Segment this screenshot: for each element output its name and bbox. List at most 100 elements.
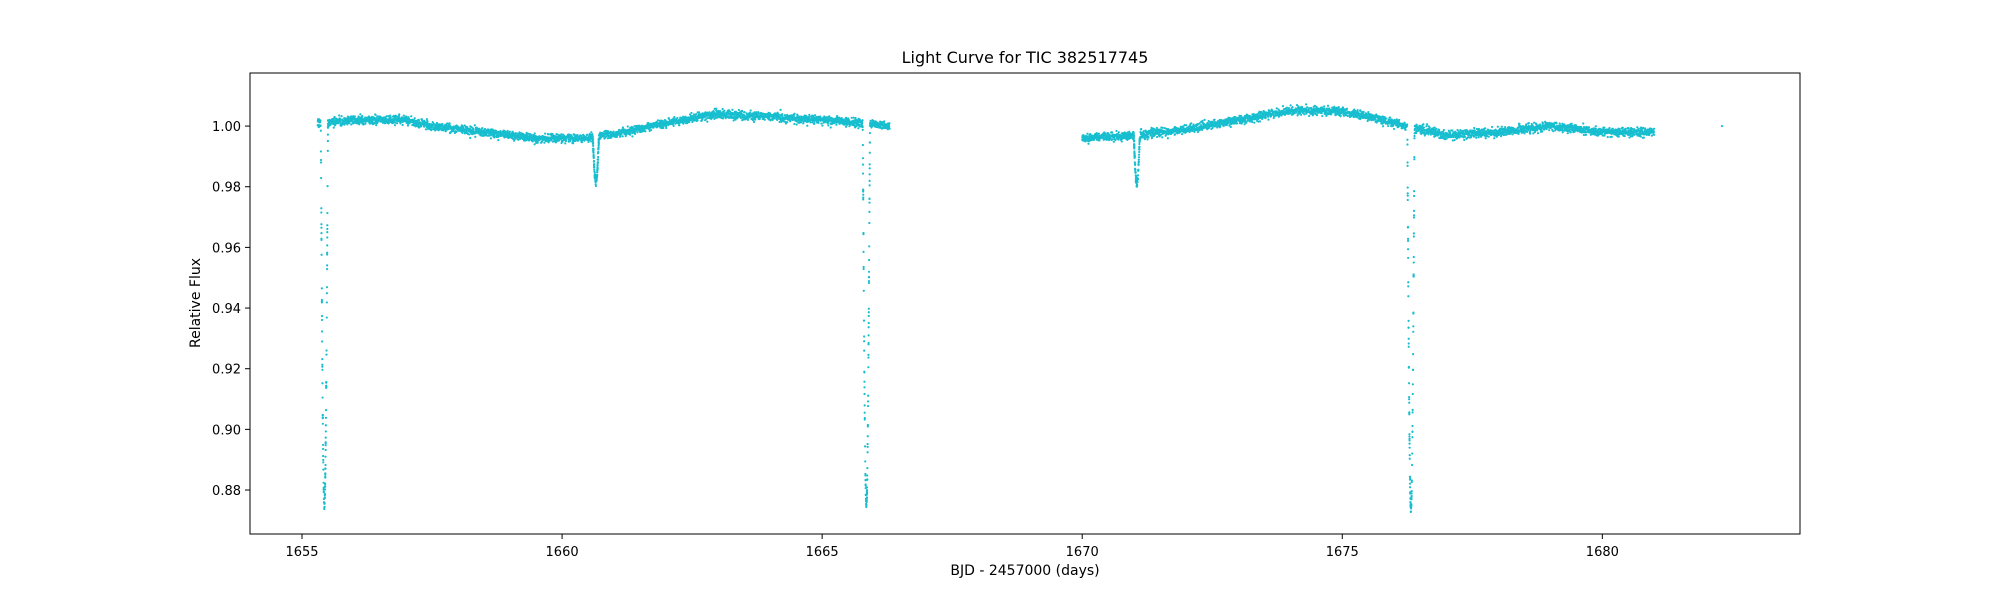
data-point — [591, 138, 595, 141]
data-point — [865, 486, 869, 489]
data-point — [706, 120, 709, 123]
data-point — [592, 150, 595, 153]
data-point — [1155, 126, 1158, 130]
data-point — [1097, 132, 1101, 135]
data-point — [1234, 116, 1237, 119]
data-point — [324, 463, 327, 467]
data-point — [868, 245, 871, 248]
data-point — [481, 126, 484, 130]
data-point — [734, 118, 737, 121]
data-point — [1128, 130, 1131, 133]
data-point — [844, 125, 848, 128]
data-point — [324, 472, 327, 475]
data-point — [695, 113, 698, 116]
data-point — [621, 135, 624, 138]
data-point — [1328, 107, 1331, 110]
data-point — [631, 135, 634, 138]
data-point — [1285, 106, 1289, 109]
data-point — [425, 117, 428, 121]
data-point — [364, 122, 367, 125]
data-point — [324, 409, 328, 412]
data-point — [393, 124, 397, 127]
data-point — [863, 416, 866, 420]
data-point — [530, 134, 533, 137]
data-point — [633, 125, 636, 128]
data-point — [1349, 115, 1353, 118]
data-point — [1267, 115, 1270, 118]
data-point — [1346, 114, 1349, 118]
data-point — [1086, 132, 1089, 135]
data-point — [845, 116, 848, 119]
data-point — [732, 119, 735, 122]
data-point — [593, 163, 596, 166]
data-point — [749, 109, 752, 112]
data-point — [821, 124, 824, 127]
data-point — [862, 319, 866, 322]
data-point — [730, 114, 733, 117]
data-point — [1280, 114, 1283, 117]
data-point — [678, 124, 681, 127]
data-point — [1325, 113, 1328, 117]
data-point — [865, 488, 869, 492]
data-point — [320, 232, 323, 235]
data-point — [644, 130, 647, 133]
data-point — [867, 321, 870, 325]
data-point — [862, 198, 865, 201]
data-point — [1326, 104, 1330, 107]
data-point — [324, 416, 328, 419]
data-point — [1190, 122, 1193, 125]
data-point — [859, 119, 862, 122]
data-point — [431, 121, 434, 124]
data-point — [701, 118, 704, 121]
data-point — [362, 122, 365, 125]
data-point — [827, 124, 830, 127]
data-point — [430, 128, 433, 131]
data-point — [1201, 128, 1204, 132]
data-point — [597, 141, 600, 144]
data-point — [868, 221, 871, 225]
data-point — [800, 121, 803, 124]
data-point — [333, 117, 336, 120]
data-point — [389, 116, 392, 119]
data-point — [1180, 133, 1184, 136]
data-point — [633, 132, 637, 136]
data-point — [324, 483, 327, 486]
data-point — [324, 476, 327, 479]
data-point — [447, 127, 450, 130]
data-point — [1192, 123, 1195, 126]
data-point — [1354, 109, 1357, 113]
data-point — [1161, 126, 1164, 129]
data-point — [868, 197, 871, 200]
data-point — [449, 130, 453, 134]
data-point — [688, 113, 692, 116]
data-point — [596, 158, 599, 161]
data-point — [512, 139, 516, 142]
data-point — [665, 126, 668, 130]
data-point — [754, 111, 758, 114]
data-point — [326, 231, 329, 234]
data-point — [322, 486, 325, 489]
data-point — [865, 493, 868, 496]
data-point — [364, 116, 367, 119]
data-point — [346, 123, 349, 126]
data-point — [593, 168, 596, 171]
data-point — [321, 363, 324, 366]
data-point — [394, 121, 397, 124]
data-point — [593, 174, 597, 177]
data-point — [612, 130, 615, 133]
data-point — [1287, 106, 1291, 110]
data-point — [319, 176, 323, 180]
data-point — [1345, 107, 1349, 110]
data-point — [564, 142, 567, 145]
data-point — [868, 151, 871, 154]
data-point — [1333, 105, 1336, 109]
data-point — [748, 111, 752, 114]
data-point — [864, 460, 867, 463]
data-point — [1137, 158, 1140, 161]
data-point — [866, 442, 869, 446]
data-point — [813, 114, 817, 117]
data-point — [1300, 113, 1303, 116]
data-point — [321, 447, 325, 451]
data-point — [321, 368, 324, 371]
data-point — [441, 123, 444, 126]
